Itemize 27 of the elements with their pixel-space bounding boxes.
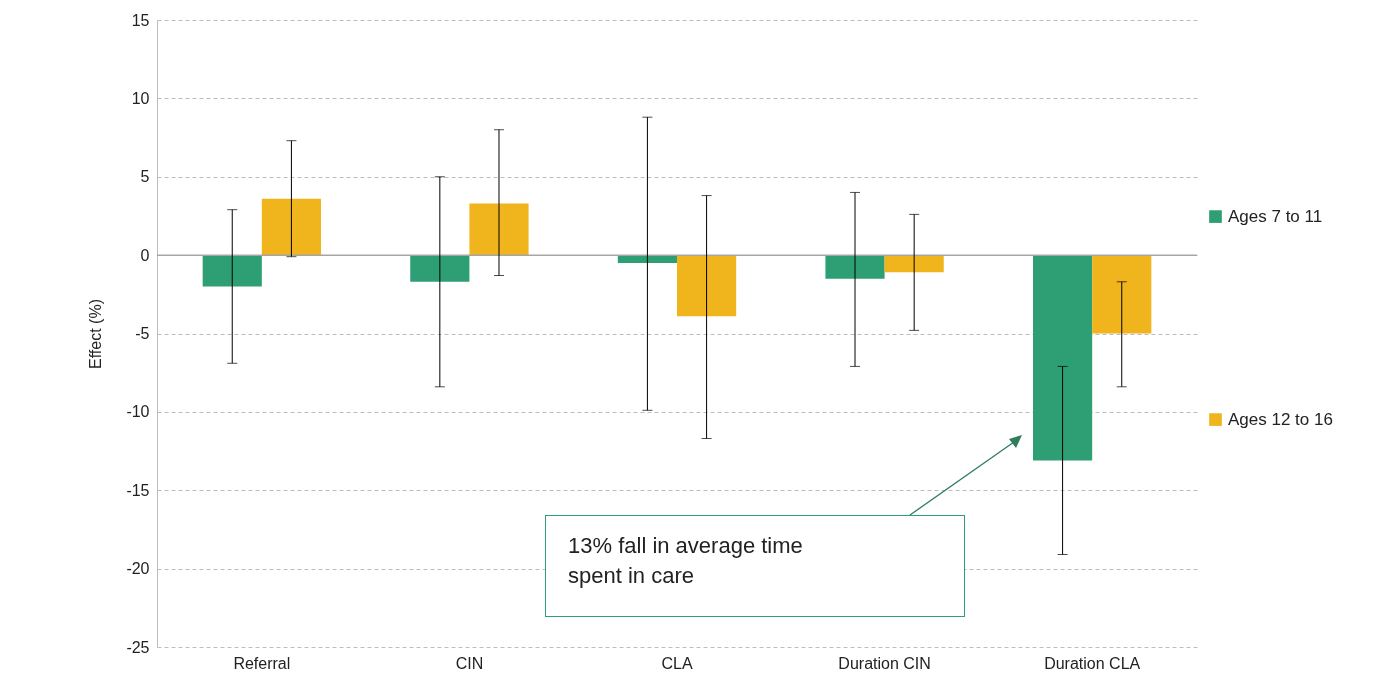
x-tick-label: CLA (661, 654, 693, 672)
legend-label: Ages 7 to 11 (1228, 206, 1323, 226)
bar (1092, 255, 1152, 334)
bar (261, 198, 321, 256)
y-tick-label: -15 (126, 481, 150, 499)
bar (884, 255, 944, 273)
bar (410, 255, 470, 282)
y-tick-label: 15 (131, 11, 150, 29)
bar (469, 203, 529, 256)
x-tick-label: CIN (455, 654, 484, 672)
bar (1033, 255, 1093, 461)
x-tick-label: Duration CLA (1044, 654, 1141, 672)
y-tick-label: 10 (131, 89, 150, 107)
legend-label: Ages 12 to 16 (1228, 409, 1333, 429)
y-tick-label: -5 (135, 325, 150, 342)
callout-box: 13% fall in average time spent in care (545, 515, 965, 617)
y-tick-label: 5 (140, 168, 150, 186)
x-tick-label: Duration CIN (838, 654, 931, 672)
bar (202, 255, 262, 287)
bar (677, 255, 737, 317)
y-tick-label: -10 (126, 403, 150, 421)
y-tick-label: -20 (126, 560, 150, 578)
bar (825, 255, 885, 279)
x-tick-label: Referral (233, 654, 291, 672)
y-tick-label: 0 (140, 246, 150, 264)
y-axis-title: Effect (%) (87, 299, 105, 369)
y-tick-label: -25 (126, 638, 150, 656)
